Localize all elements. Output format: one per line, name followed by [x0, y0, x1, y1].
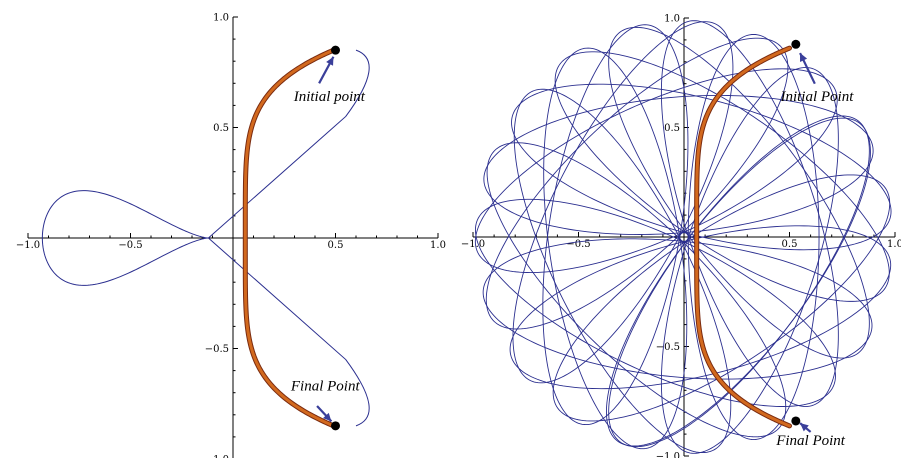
- right-plot: −1.0 −0.5 0.5 1.0 1.0 0.5 −0.5 −1.0 Initial Poin…: [461, 14, 901, 458]
- final-point-marker: [331, 421, 340, 431]
- y-tick-label: −1.0: [205, 455, 229, 458]
- curve-petal: [542, 24, 689, 426]
- annotation-arrow-head: [800, 423, 809, 432]
- curve-petal: [552, 174, 891, 422]
- initial-point-marker: [331, 45, 340, 55]
- curve-petal: [486, 142, 787, 438]
- y-tick-label: 1.0: [213, 13, 229, 24]
- curve-lower-branch: [208, 237, 370, 427]
- y-tick-label: 1.0: [664, 14, 680, 25]
- x-tick-label: 1.0: [887, 239, 901, 250]
- annotation-arrow-head: [323, 412, 332, 422]
- y-tick-label: 0.5: [213, 123, 229, 134]
- x-tick-label: −1.0: [16, 240, 40, 251]
- curve-petal: [543, 47, 688, 450]
- highlighted-arc: [695, 46, 791, 428]
- curve-petal: [482, 238, 873, 380]
- curve-petal: [474, 68, 838, 274]
- y-tick-label: 0.5: [664, 123, 680, 134]
- curve-petal: [511, 83, 892, 251]
- x-tick-label: 1.0: [430, 240, 446, 251]
- curve-petal: [485, 37, 789, 330]
- curve-upper-branch: [208, 49, 370, 239]
- curve-petal: [608, 26, 870, 359]
- x-tick-label: −1.0: [461, 239, 485, 250]
- x-tick-label: −0.5: [566, 239, 590, 250]
- curve-petal: [483, 94, 874, 235]
- x-tick-label: 0.5: [328, 240, 344, 251]
- curve-petal: [554, 51, 890, 302]
- initial-point-label: Initial point: [293, 89, 366, 105]
- final-point-label: Final Point: [290, 378, 361, 394]
- x-tick-label: −0.5: [118, 240, 142, 251]
- highlighted-arc: [243, 47, 337, 429]
- final-point-label: Final Point: [775, 433, 846, 449]
- curve-petal: [660, 20, 839, 407]
- y-tick-label: −0.5: [205, 344, 229, 355]
- initial-point-label: Initial Point: [779, 89, 854, 105]
- annotation-arrow-head: [800, 53, 808, 63]
- curve-petal: [513, 88, 732, 454]
- y-tick-label: −1.0: [656, 452, 680, 458]
- curve-petal: [660, 67, 839, 454]
- curve-petal: [512, 21, 734, 384]
- curve-petal: [474, 198, 836, 407]
- y-tick-label: −0.5: [656, 342, 680, 353]
- curve-petal: [687, 33, 820, 441]
- curve-left-loop: [41, 190, 209, 286]
- left-plot: −1.0 −0.5 0.5 1.0 1.0 0.5 −0.5 −1.0 Initial poin…: [16, 13, 446, 458]
- x-tick-label: 0.5: [782, 239, 798, 250]
- curve-petal: [605, 117, 871, 447]
- initial-point-marker: [791, 39, 801, 49]
- final-point-marker: [791, 416, 801, 426]
- annotation-arrow-head: [326, 56, 334, 66]
